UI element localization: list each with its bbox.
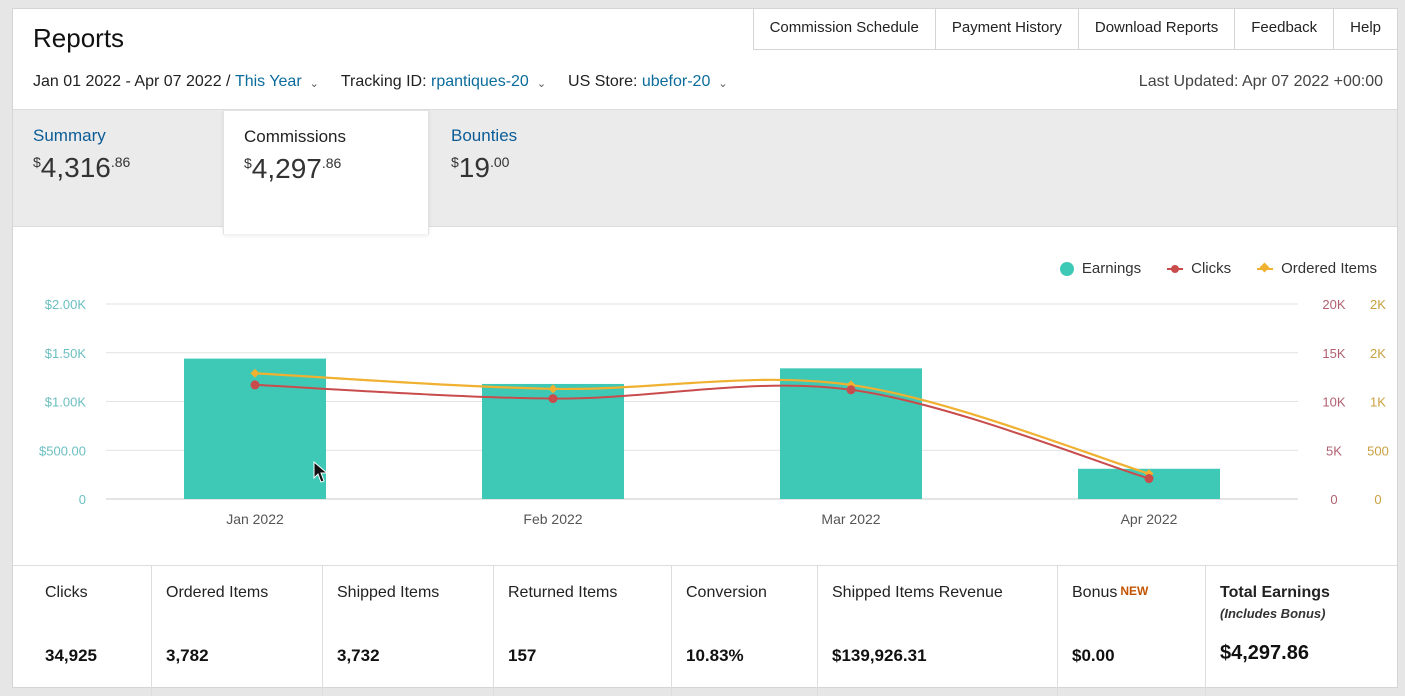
y-left-tick-label: $500.00 (39, 443, 86, 458)
page-title: Reports (33, 23, 125, 53)
y-left-tick-label: $1.50K (45, 346, 87, 361)
clicks-point (548, 394, 558, 404)
x-tick-label: Feb 2022 (523, 511, 582, 527)
y-left-tick-label: 0 (79, 492, 86, 507)
stat-clicks-value: 34,925 (45, 646, 97, 665)
stat-ordered-items-label: Ordered Items (166, 584, 269, 601)
tab-bounties-label: Bounties (451, 126, 518, 145)
earnings-chart: Earnings Clicks Ordered Items 0 0 0 $500.00… (13, 229, 1397, 565)
report-tabs: Summary $4,316.86 Commissions $4,297.86 … (13, 109, 1397, 234)
tab-summary-amount: $4,316.86 (33, 152, 131, 183)
payment-history-link[interactable]: Payment History (936, 9, 1079, 49)
earnings-bar (482, 383, 624, 499)
stat-bonus: Bonus NEW $0.00 (1058, 566, 1206, 696)
y-right-ordered-tick-label: 0 (1374, 492, 1381, 507)
y-right-clicks-tick-label: 5K (1326, 443, 1342, 458)
tab-commissions[interactable]: Commissions $4,297.86 (223, 110, 429, 234)
stat-bonus-label: Bonus NEW (1072, 584, 1149, 601)
ordered-items-point (548, 384, 558, 394)
filter-bar: Jan 01 2022 - Apr 07 2022 / This Year ⌄ T… (33, 73, 750, 91)
tab-bounties-amount: $19.00 (451, 152, 510, 183)
stat-total-earnings-value: $4,297.86 (1220, 642, 1309, 664)
stat-returned-items-label: Returned Items (508, 584, 618, 601)
new-badge: NEW (1120, 584, 1149, 598)
stat-shipped-items-value: 3,732 (337, 646, 380, 665)
y-right-clicks-tick-label: 20K (1322, 297, 1345, 312)
y-right-ordered-tick-label: 1K (1370, 395, 1386, 410)
tab-summary-label: Summary (33, 126, 106, 145)
x-tick-label: Apr 2022 (1121, 511, 1178, 527)
y-left-tick-label: $1.00K (45, 395, 87, 410)
ordered-items-line (254, 372, 1150, 475)
y-right-ordered-tick-label: 2K (1370, 346, 1386, 361)
stat-shipped-items-label: Shipped Items (337, 584, 440, 601)
earnings-bar (184, 358, 326, 499)
chevron-down-icon[interactable]: ⌄ (536, 77, 547, 90)
legend-clicks-label: Clicks (1191, 260, 1232, 277)
stats-row: Clicks 34,925 Ordered Items 3,782 Shippe… (13, 565, 1397, 696)
chevron-down-icon[interactable]: ⌄ (718, 77, 728, 90)
stat-clicks-label: Clicks (45, 584, 88, 601)
help-link[interactable]: Help (1350, 19, 1381, 36)
stat-total-earnings-label: Total Earnings (1220, 584, 1330, 601)
stat-conversion-label: Conversion (686, 584, 767, 601)
stat-shipped-revenue: Shipped Items Revenue $139,926.31 (818, 566, 1058, 696)
y-right-ordered-tick-label: 500 (1367, 443, 1389, 458)
y-right-clicks-tick-label: 0 (1330, 492, 1337, 507)
legend-earnings[interactable]: Earnings (1059, 260, 1142, 277)
y-left-tick-label: $2.00K (45, 297, 87, 312)
mouse-pointer-icon (313, 461, 329, 483)
store-label: US Store: (568, 73, 638, 90)
clicks-point (1144, 474, 1154, 484)
stat-ordered-items-value: 3,782 (166, 646, 209, 665)
tracking-id-dropdown[interactable]: rpantiques-20 (430, 73, 529, 90)
stat-total-earnings: Total Earnings (Includes Bonus) $4,297.8… (1206, 566, 1397, 696)
legend-clicks-line-icon (1167, 264, 1184, 273)
stat-shipped-revenue-value: $139,926.31 (832, 646, 927, 665)
tracking-id-label: Tracking ID: (340, 73, 427, 90)
tab-commissions-label: Commissions (244, 127, 347, 146)
clicks-point (250, 380, 260, 390)
legend-earnings-label: Earnings (1081, 260, 1142, 277)
stat-ordered-items: Ordered Items 3,782 (152, 566, 323, 696)
legend-ordered-items[interactable]: Ordered Items (1257, 260, 1377, 277)
x-tick-label: Mar 2022 (821, 511, 880, 527)
legend-earnings-dot-icon (1059, 261, 1074, 276)
ordered-items-point (250, 368, 260, 378)
top-nav: Commission Schedule Payment History Down… (752, 9, 1397, 50)
stat-conversion-value: 10.83% (686, 646, 744, 665)
stat-returned-items: Returned Items 157 (494, 566, 672, 696)
reports-panel: Reports Commission Schedule Payment Hist… (12, 8, 1398, 696)
date-range-text: Jan 01 2022 - Apr 07 2022 / (33, 73, 231, 90)
date-preset-dropdown[interactable]: This Year (234, 73, 302, 90)
chart-legend: Earnings Clicks Ordered Items (1059, 260, 1377, 277)
x-tick-label: Jan 2022 (226, 511, 284, 527)
tab-commissions-amount: $4,297.86 (244, 153, 342, 184)
chart-canvas: 0 0 0 $500.00 5K 500 $1.00K 10K 1K $1.50K 15K 2K $2.… (39, 297, 1389, 527)
legend-ordered-line-icon (1257, 262, 1274, 272)
stat-shipped-items: Shipped Items 3,732 (323, 566, 494, 696)
chevron-down-icon[interactable]: ⌄ (309, 77, 319, 90)
stat-total-earnings-sublabel: (Includes Bonus) (1220, 606, 1326, 621)
stat-bonus-value: $0.00 (1072, 646, 1115, 665)
tab-bounties[interactable]: Bounties $19.00 (431, 110, 631, 228)
store-dropdown[interactable]: ubefor-20 (641, 73, 711, 90)
y-right-clicks-tick-label: 15K (1322, 346, 1345, 361)
legend-ordered-items-label: Ordered Items (1281, 260, 1377, 277)
tab-summary[interactable]: Summary $4,316.86 (13, 110, 223, 228)
stat-shipped-revenue-label: Shipped Items Revenue (832, 584, 1003, 601)
y-right-clicks-tick-label: 10K (1322, 395, 1345, 410)
download-reports-link[interactable]: Download Reports (1079, 9, 1236, 49)
y-right-ordered-tick-label: 2K (1370, 297, 1386, 312)
feedback-link[interactable]: Feedback (1235, 9, 1335, 49)
commission-schedule-link[interactable]: Commission Schedule (754, 9, 936, 49)
stat-returned-items-value: 157 (508, 646, 537, 665)
clicks-line (254, 383, 1150, 480)
stat-clicks: Clicks 34,925 (13, 566, 152, 696)
clicks-point (846, 385, 856, 395)
legend-clicks[interactable]: Clicks (1167, 260, 1231, 277)
stat-conversion: Conversion 10.83% (672, 566, 818, 696)
last-updated: Last Updated: Apr 07 2022 +00:00 (1138, 73, 1383, 90)
